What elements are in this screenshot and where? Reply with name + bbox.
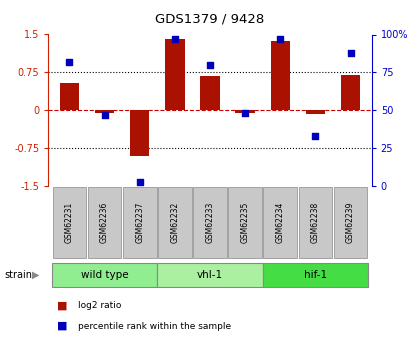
Text: GSM62236: GSM62236 bbox=[100, 202, 109, 243]
Text: ■: ■ bbox=[57, 300, 67, 310]
FancyBboxPatch shape bbox=[263, 264, 368, 287]
Text: vhl-1: vhl-1 bbox=[197, 270, 223, 279]
Point bbox=[66, 59, 73, 65]
FancyBboxPatch shape bbox=[157, 264, 263, 287]
Text: hif-1: hif-1 bbox=[304, 270, 327, 279]
FancyBboxPatch shape bbox=[158, 187, 192, 258]
Text: percentile rank within the sample: percentile rank within the sample bbox=[78, 322, 231, 331]
FancyBboxPatch shape bbox=[263, 187, 297, 258]
Text: strain: strain bbox=[4, 270, 32, 279]
Bar bbox=[306, 110, 325, 115]
Point bbox=[347, 50, 354, 56]
Text: GSM62234: GSM62234 bbox=[276, 202, 285, 243]
Point bbox=[312, 134, 319, 139]
Text: GSM62239: GSM62239 bbox=[346, 202, 355, 243]
Text: wild type: wild type bbox=[81, 270, 129, 279]
Bar bbox=[165, 39, 184, 110]
Text: GSM62238: GSM62238 bbox=[311, 202, 320, 243]
Point bbox=[242, 111, 249, 116]
FancyBboxPatch shape bbox=[52, 187, 86, 258]
Text: GSM62233: GSM62233 bbox=[205, 202, 215, 243]
Text: log2 ratio: log2 ratio bbox=[78, 301, 121, 310]
FancyBboxPatch shape bbox=[193, 187, 227, 258]
Bar bbox=[341, 75, 360, 110]
Text: ▶: ▶ bbox=[32, 270, 39, 279]
Text: ■: ■ bbox=[57, 321, 67, 331]
Text: GDS1379 / 9428: GDS1379 / 9428 bbox=[155, 12, 265, 25]
Bar bbox=[200, 76, 220, 110]
Bar bbox=[270, 41, 290, 110]
FancyBboxPatch shape bbox=[228, 187, 262, 258]
Text: GSM62232: GSM62232 bbox=[171, 202, 179, 243]
Point bbox=[101, 112, 108, 118]
Text: GSM62231: GSM62231 bbox=[65, 202, 74, 243]
FancyBboxPatch shape bbox=[123, 187, 157, 258]
FancyBboxPatch shape bbox=[88, 187, 121, 258]
FancyBboxPatch shape bbox=[334, 187, 368, 258]
Point bbox=[171, 36, 178, 42]
Bar bbox=[95, 110, 114, 113]
Text: GSM62235: GSM62235 bbox=[241, 202, 249, 243]
Text: GSM62237: GSM62237 bbox=[135, 202, 144, 243]
Point bbox=[207, 62, 213, 68]
Bar bbox=[60, 82, 79, 110]
FancyBboxPatch shape bbox=[299, 187, 332, 258]
Point bbox=[277, 36, 284, 42]
FancyBboxPatch shape bbox=[52, 264, 157, 287]
Point bbox=[136, 179, 143, 185]
Bar bbox=[236, 110, 255, 113]
Bar bbox=[130, 110, 150, 156]
